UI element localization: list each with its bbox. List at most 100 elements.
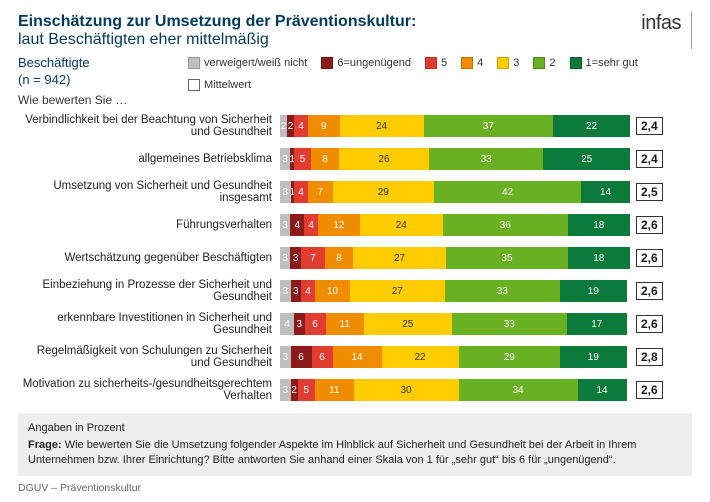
legend-item: 4 (461, 57, 483, 69)
question-hint: Wie bewerten Sie … (18, 93, 168, 107)
legend: verweigert/weiß nicht 6=ungenügend 5 4 3 2 1=s… (188, 55, 692, 91)
legend-swatch (321, 57, 333, 69)
bar-segment: 27 (353, 247, 447, 269)
bar-segment: 4 (280, 313, 294, 335)
bar-wrap: 33782735182,6 (280, 247, 692, 269)
mean-value: 2,4 (636, 150, 663, 168)
logo: infas (631, 12, 681, 35)
row-label: erkennbare Investitionen in Sicherheit u… (18, 312, 280, 337)
stacked-bar: 33410273319 (280, 280, 630, 302)
bar-segment: 4 (301, 280, 315, 302)
stacked-bar: 43611253317 (280, 313, 630, 335)
bar-segment: 11 (315, 379, 354, 401)
legend-item: 5 (425, 57, 447, 69)
bar-segment: 30 (354, 379, 459, 401)
bar-segment: 6 (312, 346, 333, 368)
meta-row: Beschäftigte (n = 942) verweigert/weiß n… (18, 55, 692, 91)
stacked-bar: 36614222919 (280, 346, 630, 368)
bar-segment: 3 (290, 247, 300, 269)
bar-segment: 5 (294, 148, 311, 170)
sample-label-2: (n = 942) (18, 72, 168, 89)
bar-segment: 3 (280, 247, 290, 269)
legend-item: verweigert/weiß nicht (188, 57, 307, 69)
chart-row: Wertschätzung gegenüber Beschäftigten337… (18, 243, 692, 273)
bar-wrap: 436112533172,6 (280, 313, 692, 335)
mean-value: 2,6 (636, 282, 663, 300)
bar-segment: 18 (568, 247, 630, 269)
bar-segment: 3 (280, 280, 291, 302)
row-label: Regelmäßigkeit von Schulungen zu Sicherh… (18, 345, 280, 370)
bar-segment: 8 (311, 148, 339, 170)
bar-segment: 4 (304, 214, 318, 236)
bar-segment: 34 (459, 379, 578, 401)
chart-row: Motivation zu sicherheits-/gesundheitsge… (18, 375, 692, 405)
bar-segment: 29 (333, 181, 435, 203)
bar-segment: 33 (452, 313, 568, 335)
bar-segment: 36 (443, 214, 568, 236)
bar-segment: 8 (325, 247, 353, 269)
bar-wrap: 366142229192,8 (280, 346, 692, 368)
row-label: Verbindlichkeit bei der Beachtung von Si… (18, 114, 280, 139)
bar-segment: 10 (315, 280, 350, 302)
legend-item: 6=ungenügend (321, 57, 411, 69)
title-main: Einschätzung zur Umsetzung der Präventio… (18, 12, 631, 31)
chart-row: Regelmäßigkeit von Schulungen zu Sicherh… (18, 342, 692, 372)
stacked-bar: 3378273518 (280, 247, 630, 269)
mean-value: 2,6 (636, 381, 663, 399)
bar-segment: 19 (560, 346, 627, 368)
bar-wrap: 334102733192,6 (280, 280, 692, 302)
bar-segment: 27 (350, 280, 445, 302)
chart-row: Umsetzung von Sicherheit und Gesundheit … (18, 177, 692, 207)
row-label: Motivation zu sicherheits-/gesundheitsge… (18, 378, 280, 403)
mean-value: 2,4 (636, 117, 663, 135)
row-label: allgemeines Betriebsklima (18, 153, 280, 166)
chart-row: Verbindlichkeit bei der Beachtung von Si… (18, 111, 692, 141)
bar-segment: 22 (553, 115, 630, 137)
legend-label: Mittelwert (204, 79, 251, 91)
bar-segment: 33 (445, 280, 561, 302)
bar-segment: 3 (294, 313, 305, 335)
bar-segment: 2 (287, 115, 294, 137)
bar-segment: 3 (291, 280, 302, 302)
bar-segment: 7 (301, 247, 325, 269)
bar-segment: 25 (543, 148, 630, 170)
bar-segment: 11 (326, 313, 365, 335)
bar-segment: 6 (305, 313, 326, 335)
stacked-bar: 3158263325 (280, 148, 630, 170)
bar-segment: 6 (291, 346, 312, 368)
stacked-bar: 3147294214 (280, 181, 630, 203)
bar-segment: 4 (290, 214, 304, 236)
row-label: Umsetzung von Sicherheit und Gesundheit … (18, 180, 280, 205)
stacked-bar: 34412243618 (280, 214, 630, 236)
legend-label: 1=sehr gut (586, 57, 638, 69)
stacked-bar: 32511303414 (280, 379, 630, 401)
bar-segment: 3 (280, 181, 291, 203)
bar-segment: 35 (446, 247, 567, 269)
stacked-bar-chart: Verbindlichkeit bei der Beachtung von Si… (18, 111, 692, 405)
bar-segment: 2 (291, 379, 298, 401)
title-sub: laut Beschäftigten eher mittelmäßig (18, 31, 631, 49)
bar-segment: 3 (280, 148, 290, 170)
bar-segment: 5 (298, 379, 316, 401)
footer-question: Frage: Wie bewerten Sie die Umsetzung fo… (28, 438, 682, 468)
mean-value: 2,6 (636, 216, 663, 234)
footer-percent-note: Angaben in Prozent (28, 421, 682, 436)
legend-label: 5 (441, 57, 447, 69)
chart-row: allgemeines Betriebsklima31582633252,4 (18, 144, 692, 174)
bar-segment: 4 (294, 181, 308, 203)
bar-segment: 14 (581, 181, 630, 203)
bar-segment: 22 (382, 346, 459, 368)
sample-size: Beschäftigte (n = 942) (18, 55, 168, 89)
chart-row: erkennbare Investitionen in Sicherheit u… (18, 309, 692, 339)
bar-segment: 37 (424, 115, 554, 137)
bar-segment: 25 (364, 313, 452, 335)
legend-label: 3 (513, 57, 519, 69)
bar-wrap: 32511303414 2,6 (280, 379, 692, 401)
bar-segment: 29 (459, 346, 561, 368)
footer-question-text: Wie bewerten Sie die Umsetzung folgender… (28, 439, 636, 466)
footer-question-label: Frage: (28, 439, 62, 451)
header: Einschätzung zur Umsetzung der Präventio… (18, 12, 692, 49)
mean-value: 2,5 (636, 183, 663, 201)
legend-label: 2 (549, 57, 555, 69)
bar-segment: 9 (308, 115, 340, 137)
